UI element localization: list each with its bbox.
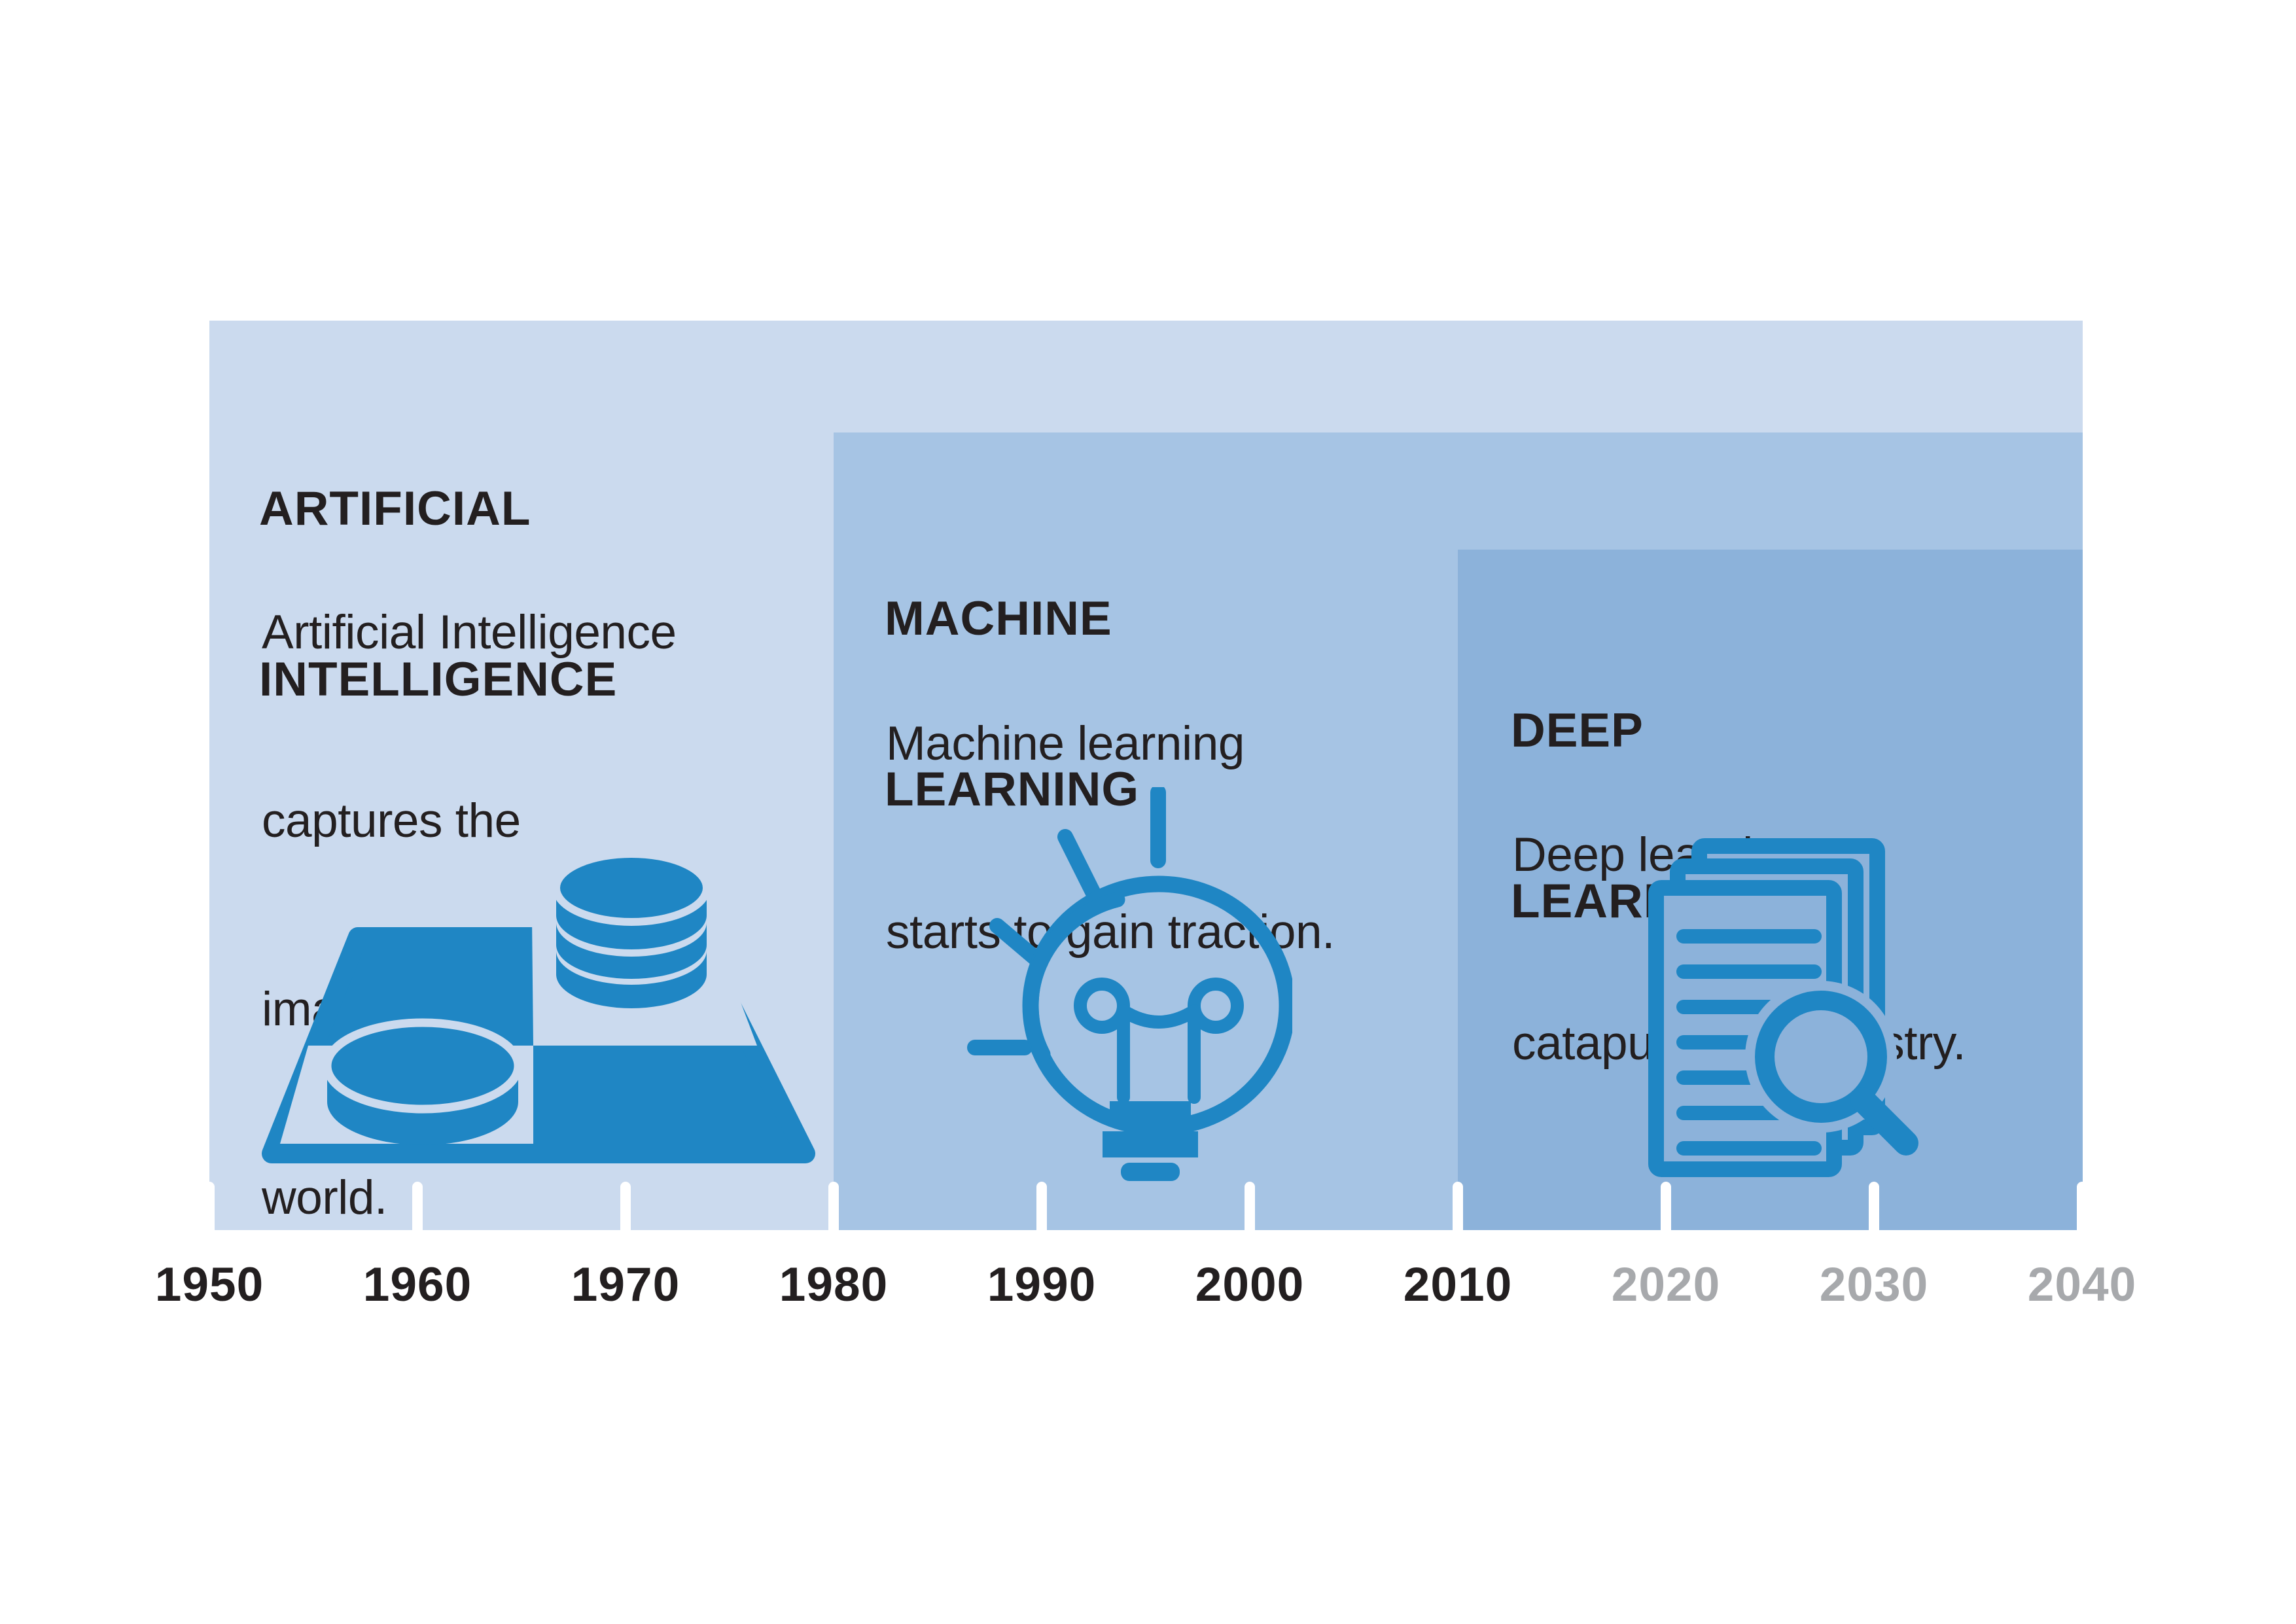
year-label-2010: 2010 [1403,1258,1513,1311]
timeline-tick-1990 [1036,1182,1047,1230]
ai-title: ARTIFICIAL INTELLIGENCE [259,366,617,822]
ml-description-line: Machine learning [886,717,1245,770]
ml-title-line: LEARNING [885,763,1140,816]
year-label-2020: 2020 [1611,1258,1721,1311]
checkers-board-icon [262,850,815,1163]
ai-title-line: ARTIFICIAL [259,482,531,535]
filament-connector [1117,1004,1201,1029]
bulb-foot [1121,1163,1180,1181]
timeline-tick-1980 [828,1182,839,1230]
ai-title-line: INTELLIGENCE [259,653,618,706]
bulb-ray [1057,829,1101,900]
timeline-tick-2020 [1661,1182,1671,1230]
year-label-1990: 1990 [987,1258,1097,1311]
year-label-2040: 2040 [2027,1258,2137,1311]
timeline-tick-2010 [1453,1182,1463,1230]
checker-stack-band [556,951,707,1008]
magnifier-lens [1755,991,1887,1123]
ml-title-line: MACHINE [885,592,1112,645]
lightbulb-icon [967,787,1292,1181]
ml-description: Machine learning starts to gain traction… [886,587,1335,1089]
timeline-tick-2000 [1245,1182,1255,1230]
year-label-1950: 1950 [154,1258,264,1311]
timeline-tick-1960 [412,1182,423,1230]
year-label-1970: 1970 [571,1258,680,1311]
year-label-2030: 2030 [1819,1258,1929,1311]
checker-single-top [323,1018,523,1114]
timeline-tick-1950 [204,1182,215,1230]
bulb-highlight-arc [1023,892,1125,1062]
year-label-1980: 1980 [779,1258,889,1311]
magnifier-handle [1850,1087,1918,1156]
dl-title-line: DEEP [1511,704,1644,757]
ai-description-line: world. [262,1171,387,1224]
timeline-tick-2030 [1869,1182,1879,1230]
year-label-1960: 1960 [362,1258,472,1311]
bulb-neck [1110,1101,1191,1126]
year-label-2000: 2000 [1195,1258,1305,1311]
checker-stack-top [552,850,711,926]
documents-magnifier-icon [1648,838,1918,1177]
checker-stack-band [556,923,707,979]
ml-title: MACHINE LEARNING [885,476,1139,932]
timeline-tick-1970 [620,1182,631,1230]
timeline-tick-2040 [2077,1182,2087,1230]
ai-description-line: Artificial Intelligence [262,606,677,659]
bulb-base-band [1103,1131,1198,1157]
ai-description-line: captures the [262,794,521,847]
